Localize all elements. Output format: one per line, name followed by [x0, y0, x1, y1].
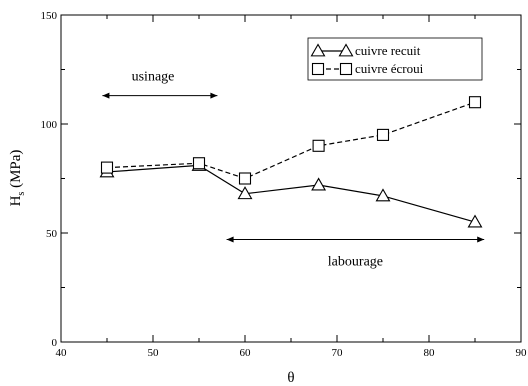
legend-marker — [310, 43, 326, 57]
data-point — [312, 139, 325, 152]
legend-label: cuivre recuit — [355, 43, 421, 58]
series-ecroui — [100, 96, 482, 185]
series-recuit — [99, 157, 483, 228]
data-point — [100, 161, 114, 174]
annotation-label: usinage — [132, 69, 175, 84]
y-tick-label: 50 — [46, 228, 58, 240]
legend-box — [307, 37, 483, 81]
y-tick-label: 0 — [52, 337, 58, 349]
legend: cuivre recuit cuivre écroui — [307, 37, 483, 81]
arrow-head — [210, 92, 218, 99]
series-layer — [99, 96, 483, 228]
annotation: labourage — [226, 236, 485, 270]
axis-ticks: 40 50 60 70 80 90 0 50 100 150 — [41, 10, 528, 359]
legend-items: cuivre recuit cuivre écroui — [310, 43, 424, 76]
arrow-head — [477, 236, 485, 243]
x-tick-label: 80 — [424, 347, 436, 359]
x-tick-label: 50 — [148, 347, 160, 359]
arrow-head — [226, 236, 234, 243]
x-tick-label: 60 — [240, 347, 252, 359]
arrow-head — [102, 92, 110, 99]
svg-text:Hs (MPa): Hs (MPa) — [8, 150, 27, 207]
data-point — [237, 186, 253, 200]
data-point — [468, 96, 482, 109]
series-line — [106, 101, 476, 180]
legend-marker — [338, 43, 354, 57]
y-axis-title-unit: (MPa) — [8, 150, 24, 188]
x-axis-title: θ — [287, 370, 294, 386]
y-axis-title-main: H — [8, 195, 24, 206]
legend-marker — [339, 62, 353, 76]
annotations: usinage labourage — [102, 69, 485, 270]
legend-marker — [311, 62, 325, 76]
y-axis-title-sub: s — [16, 192, 27, 196]
annotation-label: labourage — [328, 255, 383, 270]
data-point — [467, 214, 483, 228]
data-point — [192, 157, 206, 170]
data-point — [238, 172, 252, 185]
y-tick-label: 150 — [41, 10, 58, 22]
legend-label: cuivre écroui — [355, 61, 424, 76]
y-tick-label: 100 — [41, 119, 58, 131]
series-line — [106, 164, 476, 223]
data-point — [376, 128, 390, 141]
y-axis-title: Hs (MPa) — [8, 150, 27, 207]
x-tick-label: 40 — [56, 347, 68, 359]
data-point — [375, 188, 391, 202]
data-point — [311, 177, 327, 191]
annotation: usinage — [102, 69, 218, 99]
x-tick-label: 90 — [516, 347, 528, 359]
x-tick-label: 70 — [332, 347, 344, 359]
